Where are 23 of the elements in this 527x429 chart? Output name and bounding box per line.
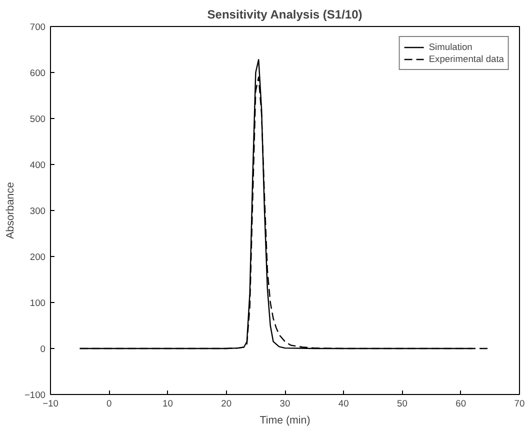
x-axis-title: Time (min) bbox=[260, 414, 310, 426]
x-tick-label: 60 bbox=[456, 398, 466, 408]
y-tick-label: 300 bbox=[30, 206, 46, 216]
y-tick-label: 100 bbox=[30, 298, 46, 308]
legend-label: Simulation bbox=[428, 41, 472, 53]
x-tick-label: 10 bbox=[162, 398, 173, 408]
y-tick-label: 200 bbox=[30, 252, 46, 262]
y-tick-label: 400 bbox=[30, 160, 46, 170]
x-tick-label: −10 bbox=[42, 398, 58, 408]
x-tick-label: 50 bbox=[397, 398, 408, 408]
y-tick-label: 700 bbox=[30, 22, 46, 32]
y-tick-label: 0 bbox=[40, 344, 46, 354]
y-tick-label: −100 bbox=[24, 390, 46, 400]
chart-title: Sensitivity Analysis (S1/10) bbox=[207, 8, 362, 22]
x-tick-label: 40 bbox=[338, 398, 349, 408]
x-tick-label: 0 bbox=[106, 398, 112, 408]
y-tick-label: 500 bbox=[30, 114, 46, 124]
y-axis-title: Absorbance bbox=[4, 182, 16, 239]
y-tick-label: 600 bbox=[30, 68, 46, 78]
x-tick-label: 30 bbox=[280, 398, 290, 408]
x-tick-label: 70 bbox=[514, 398, 525, 408]
legend-label: Experimental data bbox=[428, 53, 504, 65]
x-tick-label: 20 bbox=[221, 398, 232, 408]
